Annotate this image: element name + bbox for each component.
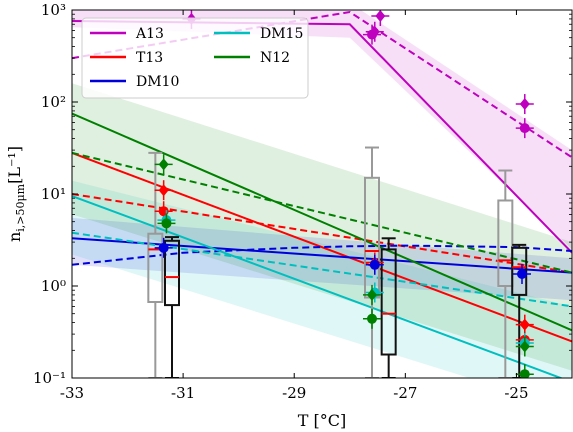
marker-circle xyxy=(515,118,534,139)
band-dm10 xyxy=(72,217,572,301)
x-tick-label: -33 xyxy=(60,384,84,402)
x-tick-label: -29 xyxy=(282,384,306,402)
marker-circle xyxy=(154,237,173,258)
circle-point xyxy=(369,259,380,270)
line-dm10 xyxy=(72,237,572,274)
legend-label-a13: A13 xyxy=(135,26,164,42)
marker-diamond xyxy=(154,154,173,175)
marker-circle xyxy=(157,213,176,234)
y-axis-title-unit: [L⁻¹] xyxy=(5,146,24,184)
x-tick-label: -31 xyxy=(171,384,195,402)
y-tick-label: 10⁰ xyxy=(41,277,66,295)
band-a13 xyxy=(72,10,572,250)
band-dm15 xyxy=(72,180,572,378)
x-tick-label: -27 xyxy=(393,384,417,402)
legend-box xyxy=(81,17,309,99)
box xyxy=(164,239,180,307)
marker-diamond xyxy=(371,10,390,27)
legend-label-n12: N12 xyxy=(260,50,290,66)
diamond-point xyxy=(158,158,169,171)
diamond-point xyxy=(375,10,386,23)
diamond-point xyxy=(519,98,530,111)
box xyxy=(380,248,397,356)
legend-label-dm10: DM10 xyxy=(136,74,179,90)
x-axis-title: T [°C] xyxy=(298,411,346,430)
box-plot xyxy=(380,237,397,378)
circle-point xyxy=(517,269,527,280)
diamond-point xyxy=(367,288,377,301)
circle-point xyxy=(519,369,530,378)
marker-circle xyxy=(363,24,381,45)
observation-markers xyxy=(154,10,534,378)
legend: A13 T13 DM10 DM15 N12 xyxy=(81,17,309,99)
x-tick-label: -25 xyxy=(504,384,528,402)
box-plot xyxy=(164,236,180,378)
y-tick-label: 10² xyxy=(41,93,66,111)
y-axis: 10⁻¹ 10⁰ 10¹ 10² 10³ xyxy=(33,1,572,387)
box xyxy=(497,199,514,287)
marker-circle xyxy=(363,308,381,329)
circle-point xyxy=(367,313,377,324)
circle-point xyxy=(158,242,169,253)
dashed-line-t13 xyxy=(72,193,572,274)
marker-circle xyxy=(365,254,384,275)
y-axis-title-subscript: i,>50μm xyxy=(14,183,27,231)
y-axis-title-main: n xyxy=(5,232,24,242)
marker-circle xyxy=(515,364,534,378)
line-n12 xyxy=(72,112,572,332)
box-plot xyxy=(511,243,528,378)
legend-label-dm15: DM15 xyxy=(260,26,303,42)
circle-point xyxy=(367,29,377,40)
diamond-point xyxy=(158,184,169,197)
dashed-line-n12 xyxy=(72,151,572,274)
band-n12 xyxy=(72,83,572,371)
marker-circle xyxy=(513,264,531,285)
diamond-point xyxy=(519,318,530,331)
y-tick-label: 10³ xyxy=(41,1,66,19)
diamond-point xyxy=(519,340,530,353)
marker-diamond xyxy=(515,336,534,357)
y-axis-title: ni,>50μm[L⁻¹] xyxy=(5,146,27,242)
x-axis: -33 -31 -29 -27 -25 xyxy=(60,10,529,402)
box xyxy=(147,232,164,304)
confidence-bands xyxy=(72,10,572,378)
marker-diamond xyxy=(154,180,173,201)
marker-diamond xyxy=(363,284,381,305)
marker-diamond xyxy=(515,94,534,115)
y-tick-label: 10⁻¹ xyxy=(33,369,66,387)
circle-point xyxy=(161,218,172,229)
svg-text:ni,>50μm[L⁻¹]: ni,>50μm[L⁻¹] xyxy=(5,146,27,242)
box-plot xyxy=(497,169,514,378)
circle-point xyxy=(519,123,530,134)
legend-label-t13: T13 xyxy=(136,50,163,66)
y-tick-label: 10¹ xyxy=(41,185,66,203)
